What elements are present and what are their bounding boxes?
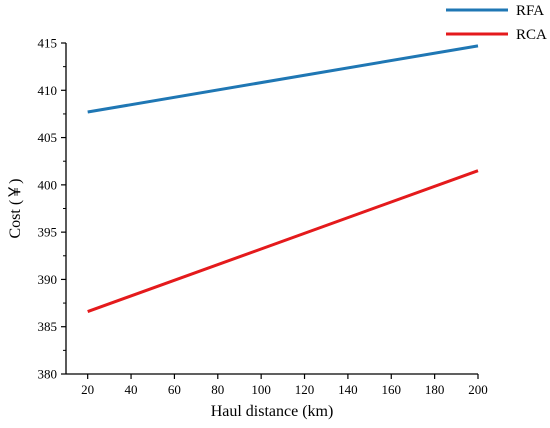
series-line-rfa — [87, 44, 479, 114]
y-tick-label: 390 — [38, 272, 58, 287]
x-tick-label: 40 — [125, 382, 138, 397]
x-tick-label: 200 — [468, 382, 488, 397]
x-tick-label: 20 — [81, 382, 94, 397]
x-tick-label: 140 — [338, 382, 358, 397]
y-tick-label: 380 — [38, 367, 58, 382]
series-line-rca — [87, 169, 479, 313]
y-tick-label: 395 — [38, 225, 58, 240]
x-tick-label: 120 — [295, 382, 315, 397]
y-tick-label: 415 — [38, 36, 58, 51]
plot-area — [87, 44, 479, 313]
y-tick-label: 410 — [38, 83, 58, 98]
y-tick-label: 385 — [38, 319, 58, 334]
legend-label-rfa: RFA — [516, 3, 544, 19]
y-axis-title: Cost (￥) — [7, 178, 24, 238]
x-axis-title: Haul distance (km) — [211, 403, 334, 420]
x-tick-label: 60 — [168, 382, 181, 397]
x-tick-label: 180 — [425, 382, 445, 397]
x-tick-label: 80 — [211, 382, 224, 397]
x-tick-label: 160 — [382, 382, 402, 397]
y-tick-label: 400 — [38, 177, 58, 192]
y-tick-label: 405 — [38, 130, 58, 145]
axes: 20 40 60 80 100 120 140 160 180 200 380 385 390 395 40… — [38, 36, 488, 398]
x-tick-label: 100 — [251, 382, 271, 397]
legend-label-rca: RCA — [516, 27, 547, 43]
legend: RFA RCA — [446, 3, 547, 43]
